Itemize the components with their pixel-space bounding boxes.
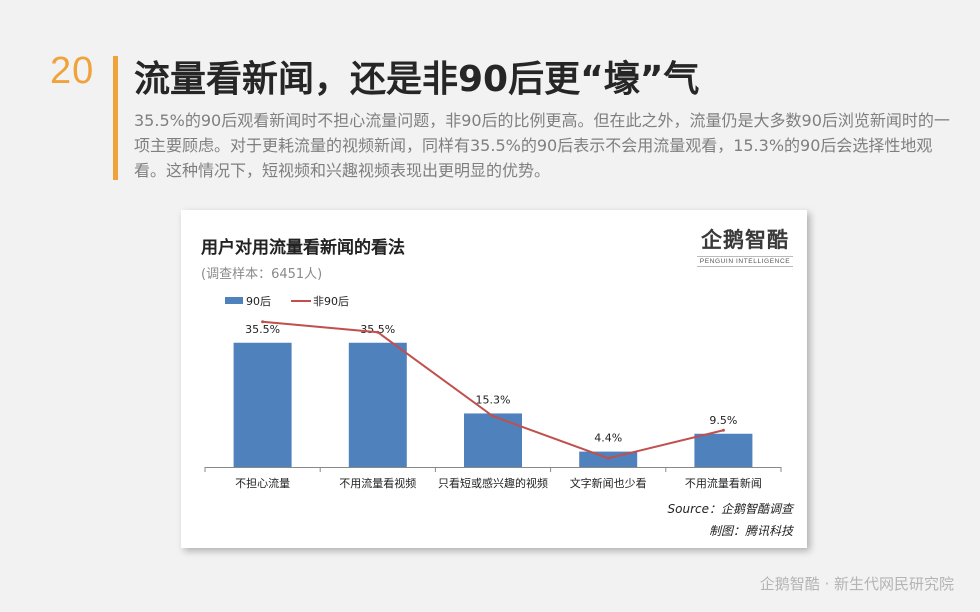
chart-subtitle: (调查样本：6451人) xyxy=(201,267,323,282)
data-label: 4.4% xyxy=(594,432,622,445)
bar-90 xyxy=(348,342,407,467)
x-tick-label: 不用流量看新闻 xyxy=(685,476,762,490)
credit-note: 制图：腾讯科技 xyxy=(708,524,793,538)
data-label: 35.5% xyxy=(360,323,395,336)
line-point xyxy=(606,456,610,460)
description: 35.5%的90后观看新闻时不担心流量问题，非90后的比例更高。但在此之外，流量… xyxy=(134,111,950,180)
source-note: Source：企鹅智酷调查 xyxy=(667,502,793,516)
chart-title: 用户对用流量看新闻的看法 xyxy=(201,238,405,258)
accent-bar xyxy=(113,56,118,180)
chart: 90后 非90后 35.5% 不担心流量 35.5% 不用流量看视频 15.3% 只看短或感兴… xyxy=(204,295,782,490)
line-point xyxy=(261,320,265,324)
logo-text: 企鹅智酷 xyxy=(701,228,789,252)
bar-90 xyxy=(233,342,292,467)
footer-text: 企鹅智酷 · 新生代网民研究院 xyxy=(759,575,954,593)
logo-subtext: PENGUIN INTELLIGENCE xyxy=(697,256,793,267)
x-tick-label: 不用流量看视频 xyxy=(339,476,416,490)
legend-label-bar: 90后 xyxy=(246,295,271,308)
legend-swatch-bar xyxy=(225,297,243,304)
line-point xyxy=(376,330,380,334)
data-label: 15.3% xyxy=(476,393,511,406)
x-tick-label: 文字新闻也少看 xyxy=(570,476,647,490)
bar-90 xyxy=(694,433,753,467)
bar-90 xyxy=(464,413,522,467)
data-label: 35.5% xyxy=(245,323,280,336)
x-tick-label: 只看短或感兴趣的视频 xyxy=(438,476,548,490)
chart-card: 用户对用流量看新闻的看法 (调查样本：6451人) 企鹅智酷 PENGUIN I… xyxy=(181,210,807,548)
line-point xyxy=(491,414,495,418)
logo: 企鹅智酷 PENGUIN INTELLIGENCE xyxy=(697,224,793,267)
legend-label-line: 非90后 xyxy=(313,295,349,308)
slide-number: 20 xyxy=(50,50,95,92)
data-label: 9.5% xyxy=(709,414,737,427)
x-tick-label: 不担心流量 xyxy=(235,476,290,490)
page-title: 流量看新闻，还是非90后更“壕”气 xyxy=(134,59,700,100)
line-point xyxy=(721,428,725,432)
